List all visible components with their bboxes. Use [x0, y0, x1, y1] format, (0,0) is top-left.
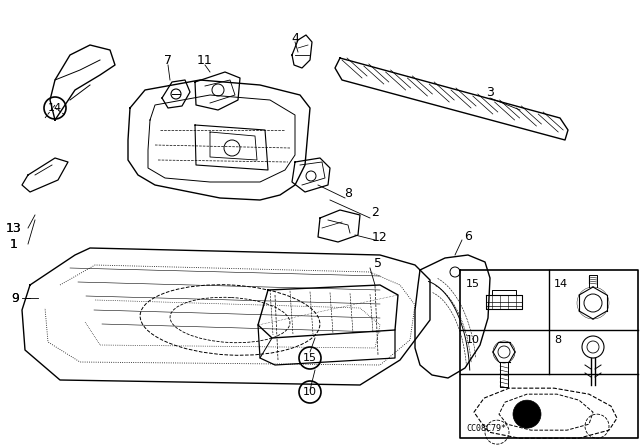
Text: 10: 10: [466, 336, 480, 345]
Text: 14: 14: [554, 279, 568, 289]
Text: 13: 13: [6, 221, 22, 234]
Text: 8: 8: [554, 336, 561, 345]
Text: CC08C79*: CC08C79*: [466, 424, 506, 433]
Text: 9: 9: [11, 292, 19, 305]
Text: 11: 11: [197, 53, 213, 66]
Text: 6: 6: [464, 229, 472, 242]
Text: 14: 14: [48, 103, 62, 113]
Circle shape: [513, 400, 541, 428]
Text: 8: 8: [344, 186, 352, 199]
Text: 4: 4: [291, 31, 299, 44]
Text: 2: 2: [371, 206, 379, 219]
Text: 7: 7: [164, 53, 172, 66]
Text: 1: 1: [10, 237, 18, 250]
Text: 9: 9: [11, 292, 19, 305]
Text: 3: 3: [486, 86, 494, 99]
Text: 13: 13: [6, 221, 22, 234]
Text: 15: 15: [303, 353, 317, 363]
Text: 5: 5: [374, 257, 382, 270]
Text: 12: 12: [372, 231, 388, 244]
Text: 10: 10: [303, 387, 317, 397]
Text: 1: 1: [10, 237, 18, 250]
Text: 15: 15: [466, 279, 480, 289]
